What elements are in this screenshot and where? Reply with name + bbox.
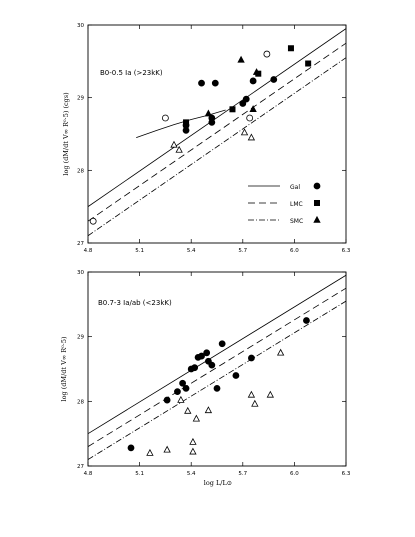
- legend-marks: [248, 182, 321, 223]
- top-data-point: [287, 45, 294, 52]
- bottom-x-tick-label: 5.1: [135, 471, 144, 477]
- legend-label-smc: SMC: [290, 218, 303, 225]
- bottom-data-point: [276, 348, 285, 356]
- bottom-data-point: [251, 399, 259, 407]
- bottom-data-point: [182, 384, 190, 392]
- bottom-data-point: [146, 448, 154, 456]
- bottom-smc-relation-line: [88, 300, 346, 460]
- bottom-x-axis-label: log L/L⊙: [204, 479, 233, 487]
- top-marks: [87, 24, 347, 244]
- top-panel: B0-0.5 Ia (>23kK) log (dM/dt V∞ R⁰·5) (c…: [62, 23, 351, 254]
- top-data-point: [246, 114, 254, 122]
- top-data-point: [170, 140, 178, 148]
- bottom-x-tick-label: 6.0: [290, 471, 299, 477]
- bottom-data-point: [218, 340, 226, 348]
- top-data-point: [229, 106, 236, 113]
- top-data-point: [249, 77, 257, 85]
- bottom-data-point: [303, 317, 310, 324]
- bottom-lmc-relation-line: [88, 287, 346, 447]
- top-data-point: [161, 114, 169, 122]
- bottom-data-point: [179, 379, 187, 387]
- top-data-point: [242, 95, 250, 103]
- top-data-point: [208, 118, 216, 126]
- top-data-point: [237, 55, 245, 63]
- bottom-data-point: [247, 390, 256, 398]
- bottom-data-point: [184, 406, 192, 414]
- top-y-tick-label: 30: [77, 23, 84, 29]
- top-panel-title: B0-0.5 Ia (>23kK): [100, 69, 163, 77]
- bottom-data-point: [192, 414, 201, 422]
- top-x-tick-label: 6.0: [290, 248, 299, 254]
- top-data-point: [263, 50, 271, 58]
- legend-marker-smc: [313, 215, 321, 223]
- top-tick-labels: 4.8 5.1 5.4 5.7 6.0 6.3 27 28 29 30: [77, 23, 351, 254]
- top-x-tick-label: 5.4: [187, 248, 196, 254]
- bottom-y-axis-label: log (dM/dt V∞ R⁰·5): [60, 336, 68, 401]
- bottom-data-point: [177, 395, 185, 403]
- bottom-data-point: [189, 447, 197, 455]
- bottom-data-point: [266, 390, 274, 398]
- bottom-plot-frame: [87, 271, 347, 467]
- bottom-y-tick-label: 27: [77, 464, 84, 470]
- bottom-data-point: [174, 388, 181, 396]
- top-fit-curve: [136, 109, 226, 138]
- bottom-x-tick-label: 5.7: [238, 471, 247, 477]
- bottom-data-point: [247, 354, 255, 362]
- top-data-point: [247, 133, 256, 141]
- bottom-data-point: [213, 384, 221, 392]
- bottom-x-tick-label: 4.8: [84, 471, 93, 477]
- top-data-point: [175, 145, 183, 153]
- bottom-panel-title: B0.7-3 Ia/ab (<23kK): [98, 299, 172, 307]
- legend-label-lmc: LMC: [290, 201, 303, 208]
- bottom-data-point: [198, 352, 205, 360]
- bottom-x-tick-label: 6.3: [342, 471, 351, 477]
- top-data-point: [239, 100, 247, 107]
- top-gal-relation-line: [88, 28, 346, 207]
- top-y-tick-label: 28: [77, 168, 84, 174]
- bottom-data-point: [127, 444, 135, 452]
- bottom-data-point: [191, 364, 199, 372]
- bottom-y-tick-label: 28: [77, 399, 84, 405]
- top-data-point: [183, 121, 190, 128]
- top-data-point: [211, 79, 219, 87]
- bottom-data-point: [189, 437, 197, 445]
- top-data-point: [182, 126, 190, 134]
- legend-marker-lmc: [313, 199, 320, 206]
- top-data-point: [240, 128, 249, 136]
- top-y-tick-label: 29: [77, 96, 84, 102]
- top-y-tick-label: 27: [77, 241, 84, 247]
- bottom-data-point: [208, 361, 216, 369]
- top-data-point: [249, 105, 257, 112]
- top-plot-frame: [87, 24, 347, 244]
- bottom-marks: [87, 271, 347, 467]
- top-lmc-relation-line: [88, 42, 346, 222]
- bottom-y-tick-label: 30: [77, 270, 84, 276]
- bottom-panel: B0.7-3 Ia/ab (<23kK) log (dM/dt V∞ R⁰·5)…: [60, 270, 351, 487]
- bottom-data-point: [232, 372, 240, 379]
- top-x-tick-label: 6.3: [342, 248, 351, 254]
- bottom-data-point: [203, 349, 211, 357]
- bottom-data-point: [163, 396, 171, 404]
- top-x-tick-label: 5.1: [135, 248, 144, 254]
- bottom-gal-relation-line: [88, 274, 346, 435]
- legend-label-gal: Gal: [290, 184, 300, 191]
- bottom-tick-labels: 4.8 5.1 5.4 5.7 6.0 6.3 27 28 29 30: [77, 270, 351, 477]
- top-data-point: [270, 76, 278, 83]
- top-data-point: [89, 217, 97, 225]
- top-data-point: [204, 109, 213, 117]
- top-x-tick-label: 5.7: [238, 248, 247, 254]
- bottom-y-tick-label: 29: [77, 335, 84, 341]
- bottom-x-tick-label: 5.4: [187, 471, 196, 477]
- bottom-data-point: [204, 406, 213, 414]
- top-data-point: [252, 68, 261, 75]
- top-y-axis-label: log (dM/dt V∞ R⁰·5) (cgs): [62, 92, 70, 176]
- legend-marker-gal: [313, 182, 321, 190]
- bottom-data-point: [163, 445, 171, 453]
- top-smc-relation-line: [88, 57, 346, 237]
- legend: Gal LMC SMC: [248, 182, 321, 225]
- top-x-tick-label: 4.8: [84, 248, 93, 254]
- top-data-point: [198, 79, 205, 87]
- top-data-point: [305, 60, 312, 67]
